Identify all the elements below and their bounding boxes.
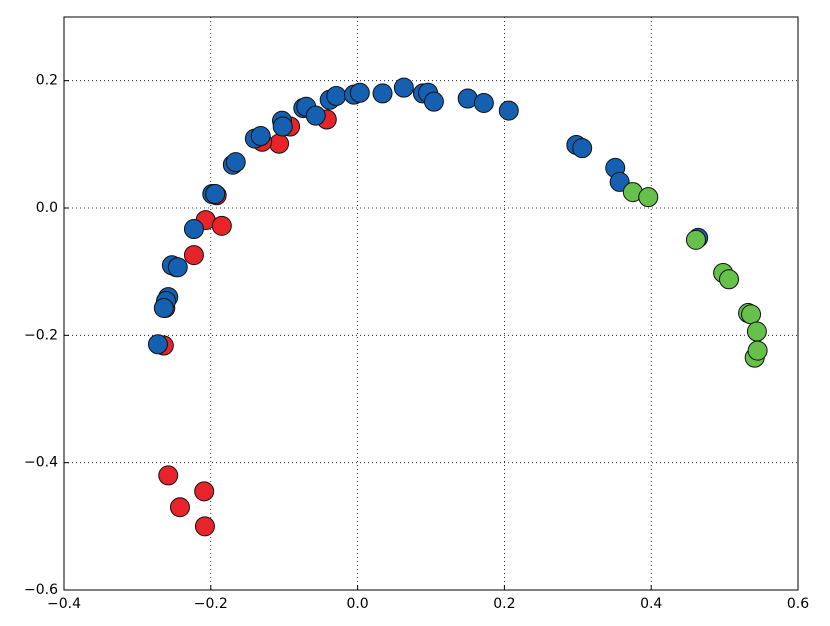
point [250,126,271,147]
y-tick-label: −0.6 [24,582,58,598]
x-tick-label: 0.0 [346,596,368,612]
point [147,334,168,355]
point [609,171,630,192]
y-tick-label: 0.2 [36,73,58,89]
point [194,481,215,502]
point [211,215,232,236]
plot-frame [63,16,799,591]
x-tick-label: −0.4 [47,596,81,612]
y-tick-label: 0.0 [36,200,58,216]
point [167,257,188,278]
point [746,321,767,342]
point [741,304,762,325]
x-tick-label: 0.4 [640,596,662,612]
point [183,245,204,266]
y-tick-label: −0.4 [24,455,58,471]
point [169,497,190,518]
point [719,269,740,290]
point [225,152,246,173]
y-tick-label: −0.2 [24,327,58,343]
x-tick-label: 0.2 [493,596,515,612]
x-tick-label: −0.2 [194,596,228,612]
point [305,105,326,126]
point [183,219,204,240]
point [638,187,659,208]
point [473,92,494,113]
point [153,297,174,318]
point [685,229,706,250]
point [272,116,293,137]
point [349,82,370,103]
x-tick-label: 0.6 [787,596,809,612]
point [158,465,179,486]
point [572,138,593,159]
point [393,77,414,98]
point [498,100,519,121]
point [326,85,347,106]
point [747,340,768,361]
point [423,91,444,112]
point [372,83,393,104]
point [269,133,290,154]
point [194,516,215,537]
point [205,183,226,204]
